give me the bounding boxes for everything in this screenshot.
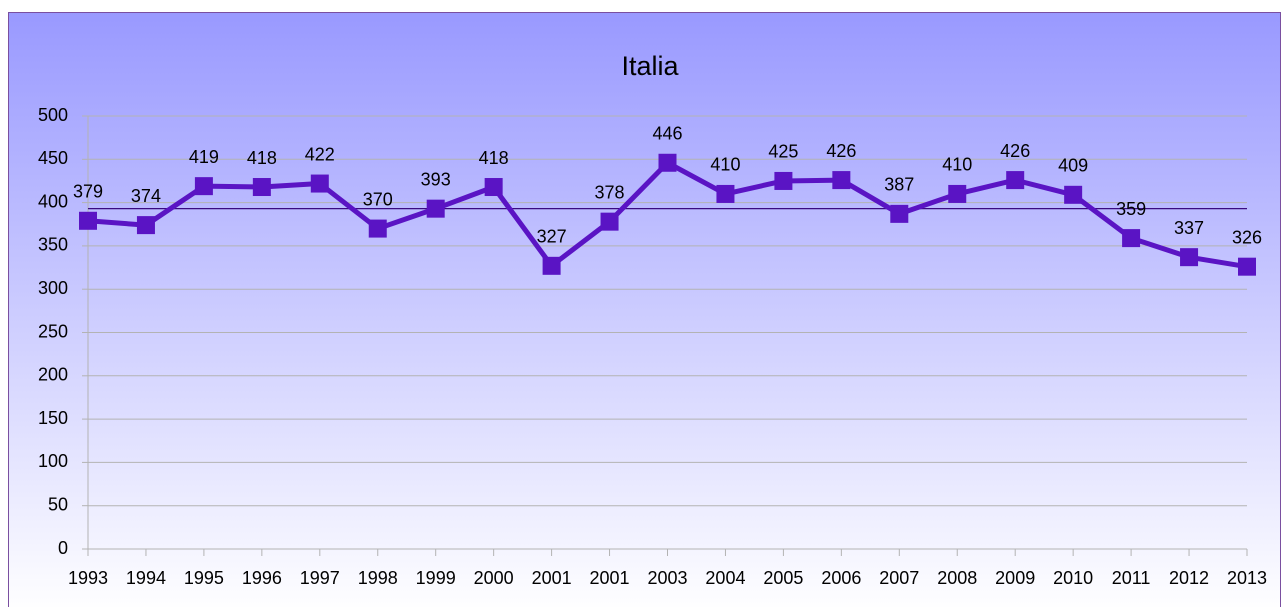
y-tick-label: 0 xyxy=(58,538,68,558)
x-tick-label: 1997 xyxy=(300,568,340,588)
x-tick-label: 1993 xyxy=(68,568,108,588)
x-tick-label: 2001 xyxy=(532,568,572,588)
data-label: 418 xyxy=(247,148,277,168)
marker xyxy=(1064,185,1083,204)
marker xyxy=(948,184,967,203)
y-tick-label: 350 xyxy=(38,235,68,255)
marker xyxy=(1180,248,1199,267)
data-label: 378 xyxy=(595,182,625,202)
marker xyxy=(832,171,851,190)
marker xyxy=(194,177,213,196)
data-label: 379 xyxy=(73,182,103,202)
data-label: 418 xyxy=(479,148,509,168)
marker xyxy=(368,219,387,238)
marker xyxy=(716,184,735,203)
x-tick-label: 2001 xyxy=(590,568,630,588)
chart-background xyxy=(8,12,1281,612)
data-label: 410 xyxy=(942,155,972,175)
data-label: 425 xyxy=(768,142,798,162)
data-label: 409 xyxy=(1058,156,1088,176)
x-tick-label: 1999 xyxy=(416,568,456,588)
x-tick-label: 2000 xyxy=(474,568,514,588)
y-tick-label: 300 xyxy=(38,278,68,298)
x-tick-label: 2009 xyxy=(995,568,1035,588)
x-tick-label: 2010 xyxy=(1053,568,1093,588)
data-label: 426 xyxy=(826,141,856,161)
x-tick-label: 1994 xyxy=(126,568,166,588)
marker xyxy=(890,204,909,223)
data-label: 326 xyxy=(1232,227,1262,247)
data-label: 393 xyxy=(421,169,451,189)
marker xyxy=(658,153,677,172)
y-tick-label: 200 xyxy=(38,365,68,385)
marker xyxy=(600,212,619,231)
marker xyxy=(310,174,329,193)
y-tick-label: 400 xyxy=(38,191,68,211)
y-tick-label: 250 xyxy=(38,321,68,341)
marker xyxy=(1122,229,1141,248)
data-label: 359 xyxy=(1116,199,1146,219)
x-tick-label: 2013 xyxy=(1227,568,1267,588)
marker xyxy=(252,178,271,197)
y-tick-label: 450 xyxy=(38,148,68,168)
marker xyxy=(136,216,155,235)
data-label: 387 xyxy=(884,175,914,195)
y-tick-label: 500 xyxy=(38,105,68,125)
x-tick-label: 2003 xyxy=(647,568,687,588)
y-tick-label: 150 xyxy=(38,408,68,428)
x-tick-label: 2007 xyxy=(879,568,919,588)
x-tick-label: 2005 xyxy=(763,568,803,588)
marker xyxy=(79,211,97,230)
data-label: 426 xyxy=(1000,141,1030,161)
x-tick-label: 2004 xyxy=(705,568,745,588)
marker xyxy=(774,171,793,190)
marker xyxy=(1238,257,1256,276)
x-tick-label: 1995 xyxy=(184,568,224,588)
data-label: 410 xyxy=(710,155,740,175)
data-label: 327 xyxy=(537,227,567,247)
x-tick-label: 2011 xyxy=(1112,568,1151,588)
marker xyxy=(484,178,503,197)
data-label: 446 xyxy=(652,124,682,144)
marker xyxy=(1006,171,1025,190)
x-tick-label: 2008 xyxy=(937,568,977,588)
data-label: 337 xyxy=(1174,218,1204,238)
chart-title: Italia xyxy=(621,51,679,81)
marker xyxy=(542,256,561,275)
x-tick-label: 2012 xyxy=(1169,568,1209,588)
data-label: 422 xyxy=(305,144,335,164)
marker xyxy=(426,199,445,218)
y-tick-label: 50 xyxy=(48,494,68,514)
data-label: 419 xyxy=(189,147,219,167)
x-tick-label: 1996 xyxy=(242,568,282,588)
x-tick-label: 2006 xyxy=(821,568,861,588)
y-tick-label: 100 xyxy=(38,451,68,471)
x-tick-label: 1998 xyxy=(358,568,398,588)
data-label: 374 xyxy=(131,186,161,206)
data-label: 370 xyxy=(363,189,393,209)
